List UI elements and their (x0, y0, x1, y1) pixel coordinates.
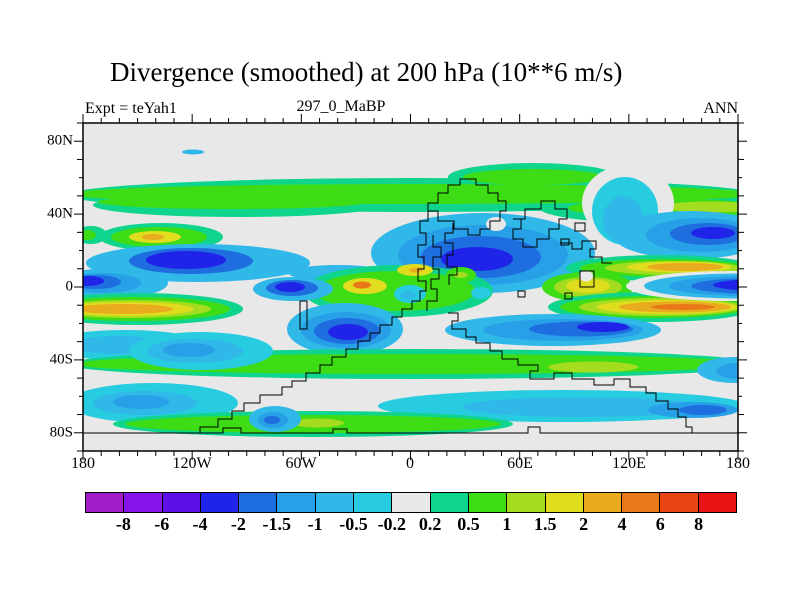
colorbar-cell (621, 492, 661, 513)
colorbar-cell (506, 492, 546, 513)
y-tick-label-40S: 40S (49, 351, 73, 368)
coastlines (83, 178, 738, 434)
colorbar-label: 6 (655, 514, 665, 534)
y-tick-label-40N: 40N (47, 205, 73, 222)
colorbar-cell (544, 492, 584, 513)
colorbar-label: 0.2 (418, 514, 442, 534)
colorbar (85, 492, 738, 513)
colorbar-label: 1.5 (533, 514, 557, 534)
map-frame (82, 122, 739, 452)
season-label: ANN (703, 100, 738, 117)
colorbar-cell (697, 492, 738, 513)
colorbar-label: 8 (694, 514, 704, 534)
colorbar-label: -4 (192, 514, 208, 534)
colorbar-label: -1.5 (262, 514, 292, 534)
colorbar-cell (161, 492, 201, 513)
colorbar-cell (238, 492, 278, 513)
colorbar-cell (353, 492, 393, 513)
colorbar-cell (314, 492, 355, 513)
x-tick-label-60E: 60E (507, 455, 533, 472)
colorbar-labels: -8 -6 -4 -2 -1.5 -1 -0.5 -0.2 0.2 0.5 1 1.5 2 4 6 8 (85, 514, 737, 536)
x-tick-label-120W: 120W (172, 455, 212, 472)
x-tick-label-180E: 180 (726, 455, 750, 472)
colorbar-cell (85, 492, 125, 513)
x-tick-label-60W: 60W (285, 455, 317, 472)
y-tick-label-0: 0 (65, 278, 74, 295)
colorbar-cell (391, 492, 431, 513)
colorbar-label: 4 (617, 514, 627, 534)
axis-ticks (74, 114, 747, 460)
colorbar-label: -0.2 (377, 514, 407, 534)
colorbar-cell (467, 492, 508, 513)
y-tick-label-80N: 80N (47, 132, 73, 149)
colorbar-cell (659, 492, 699, 513)
chart-title: Divergence (smoothed) at 200 hPa (10**6 … (110, 57, 623, 87)
x-tick-label-0: 0 (406, 455, 414, 472)
x-tick-label-180W: 180 (71, 455, 95, 472)
colorbar-cell (276, 492, 316, 513)
run-id-label: 297_0_MaBP (296, 98, 386, 115)
colorbar-label: 1 (502, 514, 512, 534)
y-tick-label-80S: 80S (49, 424, 73, 441)
colorbar-label: -8 (115, 514, 131, 534)
colorbar-label: -0.5 (339, 514, 368, 534)
x-tick-label-120E: 120E (612, 455, 646, 472)
colorbar-label: 0.5 (457, 514, 480, 534)
colorbar-label: -2 (230, 514, 246, 534)
colorbar-cell (582, 492, 623, 513)
contour-fill (83, 123, 738, 451)
colorbar-cell (199, 492, 240, 513)
colorbar-label: -6 (154, 514, 170, 534)
colorbar-cell (429, 492, 469, 513)
colorbar-label: -1 (307, 514, 323, 534)
colorbar-label: 2 (579, 514, 589, 534)
colorbar-cell (123, 492, 163, 513)
experiment-label: Expt = teYah1 (85, 100, 177, 117)
